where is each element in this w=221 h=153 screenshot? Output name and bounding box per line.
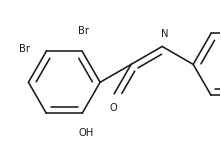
Text: O: O bbox=[109, 103, 117, 113]
Text: Br: Br bbox=[19, 44, 30, 54]
Text: Br: Br bbox=[78, 26, 89, 36]
Text: N: N bbox=[161, 29, 168, 39]
Text: OH: OH bbox=[78, 128, 93, 138]
